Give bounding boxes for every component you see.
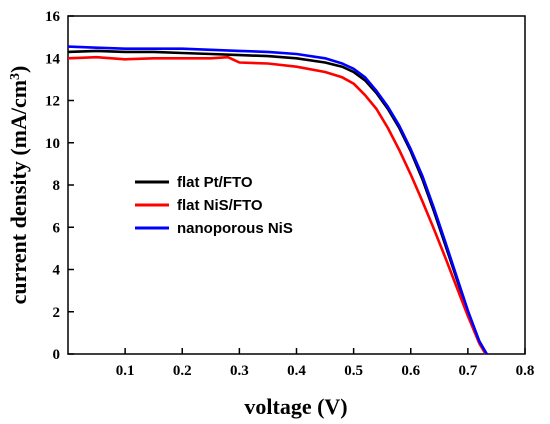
x-tick-label: 0.4 bbox=[287, 363, 306, 379]
y-tick-label: 4 bbox=[53, 263, 61, 279]
y-tick-label: 8 bbox=[53, 178, 61, 194]
y-tick-label: 12 bbox=[45, 94, 60, 110]
y-axis-title-close: ) bbox=[6, 66, 31, 73]
legend: flat Pt/FTO flat NiS/FTO nanoporous NiS bbox=[135, 174, 293, 237]
y-tick-label: 2 bbox=[53, 305, 61, 321]
x-tick-label: 0.2 bbox=[173, 363, 192, 379]
x-tick-label: 0.1 bbox=[116, 363, 135, 379]
x-axis-title: voltage (V) bbox=[244, 394, 347, 419]
y-axis-title-main: current density (mA/cm bbox=[6, 80, 31, 304]
x-tick-label: 0.7 bbox=[459, 363, 478, 379]
legend-label-1: flat NiS/FTO bbox=[177, 197, 263, 214]
x-tick-label: 0.5 bbox=[344, 363, 363, 379]
y-tick-label: 16 bbox=[45, 9, 61, 25]
y-tick-label: 14 bbox=[45, 51, 61, 67]
y-tick-label: 6 bbox=[53, 220, 61, 236]
x-axis-ticks: 0.1 0.2 0.3 0.4 0.5 0.6 0.7 0.8 bbox=[116, 348, 535, 379]
y-tick-label: 10 bbox=[45, 136, 60, 152]
legend-label-0: flat Pt/FTO bbox=[177, 174, 253, 191]
series-lines bbox=[67, 45, 488, 355]
series-line-1 bbox=[67, 55, 487, 355]
y-tick-label: 0 bbox=[53, 347, 61, 363]
series-line-2 bbox=[67, 45, 488, 355]
x-tick-label: 0.6 bbox=[401, 363, 420, 379]
x-tick-label: 0.3 bbox=[230, 363, 249, 379]
y-axis-title-superscript: 3 bbox=[8, 73, 23, 80]
y-axis-ticks: 0 2 4 6 8 10 12 14 16 bbox=[45, 9, 74, 363]
y-axis-title: current density (mA/cm3) bbox=[6, 66, 31, 305]
legend-label-2: nanoporous NiS bbox=[177, 220, 293, 237]
x-tick-label: 0.8 bbox=[516, 363, 535, 379]
